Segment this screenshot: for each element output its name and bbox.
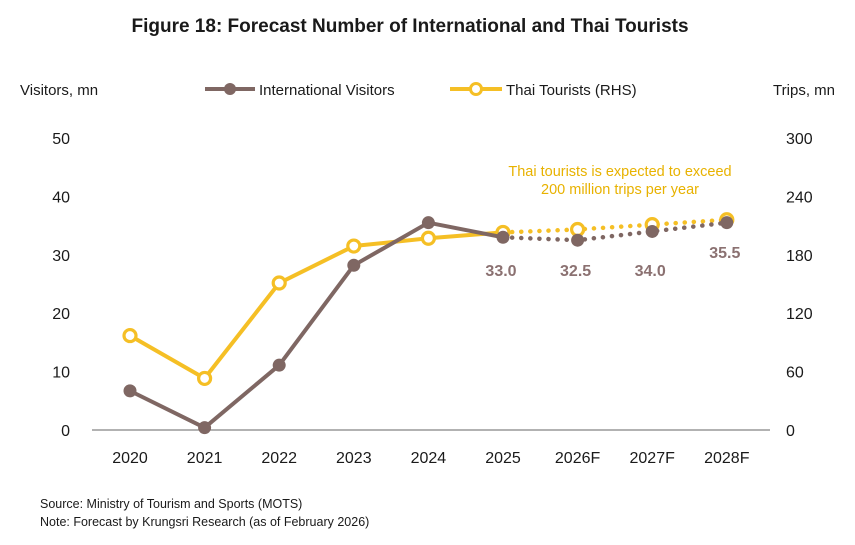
source-note: Source: Ministry of Tourism and Sports (… <box>40 497 302 511</box>
y-left-tick-label: 30 <box>52 248 70 265</box>
y-right-tick-label: 300 <box>786 131 813 148</box>
y-left-tick-label: 0 <box>61 423 70 440</box>
y-axis-left-ticks: 0 10 20 30 40 50 <box>52 131 70 440</box>
y-right-tick-label: 180 <box>786 248 813 265</box>
data-labels: 33.0 32.5 34.0 35.5 <box>485 245 740 280</box>
y-right-tick-label: 60 <box>786 365 804 382</box>
legend-marker-international <box>224 83 236 95</box>
series-line-thai <box>128 230 505 381</box>
point-international <box>645 224 659 238</box>
data-label-international: 34.0 <box>635 263 666 280</box>
y-left-tick-label: 50 <box>52 131 70 148</box>
y-axis-right-ticks: 0 60 120 180 240 300 <box>786 131 813 440</box>
annotation-line-2: 200 million trips per year <box>541 182 699 198</box>
point-international <box>496 230 510 244</box>
x-tick-label: 2027F <box>630 450 676 467</box>
legend: International Visitors Thai Tourists (RH… <box>205 82 637 99</box>
data-label-international: 35.5 <box>709 245 740 262</box>
y-right-tick-label: 0 <box>786 423 795 440</box>
data-label-international: 33.0 <box>485 263 516 280</box>
point-international <box>272 358 286 372</box>
x-tick-label: 2024 <box>411 450 447 467</box>
series-layer <box>122 212 735 435</box>
point-thai <box>197 370 213 387</box>
y-axis-right-title: Trips, mn <box>773 82 835 99</box>
y-right-tick-label: 120 <box>786 306 813 323</box>
x-tick-label: 2021 <box>187 450 223 467</box>
legend-item-thai: Thai Tourists (RHS) <box>450 82 637 99</box>
legend-marker-thai <box>469 82 483 96</box>
point-thai <box>271 275 287 291</box>
y-left-tick-label: 40 <box>52 189 70 206</box>
point-thai <box>420 230 436 246</box>
x-tick-label: 2023 <box>336 450 372 467</box>
point-international <box>421 216 435 230</box>
y-axis-left-title: Visitors, mn <box>20 82 98 99</box>
annotation: Thai tourists is expected to exceed 200 … <box>508 164 731 198</box>
x-tick-label: 2020 <box>112 450 148 467</box>
legend-label-thai: Thai Tourists (RHS) <box>506 82 637 99</box>
point-international <box>571 233 585 247</box>
series-line-international <box>128 220 505 430</box>
y-left-tick-label: 20 <box>52 306 70 323</box>
data-label-international: 32.5 <box>560 263 591 280</box>
series-forecast-line-thai <box>500 217 730 235</box>
y-right-tick-label: 240 <box>786 189 813 206</box>
point-international <box>123 384 137 398</box>
point-thai <box>569 221 586 238</box>
y-left-tick-label: 10 <box>52 365 70 382</box>
legend-item-international: International Visitors <box>205 82 395 99</box>
legend-label-international: International Visitors <box>259 82 395 99</box>
chart-title: Figure 18: Forecast Number of Internatio… <box>131 16 688 37</box>
point-international <box>347 258 361 272</box>
point-international <box>720 216 734 230</box>
annotation-line-1: Thai tourists is expected to exceed <box>508 164 731 180</box>
x-tick-label: 2026F <box>555 450 601 467</box>
series-forecast-line-international <box>500 220 730 243</box>
x-tick-label: 2025 <box>485 450 521 467</box>
point-international <box>198 421 212 435</box>
point-thai <box>346 238 362 254</box>
forecast-note: Note: Forecast by Krungsri Research (as … <box>40 515 369 529</box>
x-axis-ticks: 2020 2021 2022 2023 2024 2025 2026F 2027F 2028F <box>112 450 750 467</box>
x-tick-label: 2028F <box>704 450 750 467</box>
x-tick-label: 2022 <box>261 450 297 467</box>
point-thai <box>122 327 138 344</box>
